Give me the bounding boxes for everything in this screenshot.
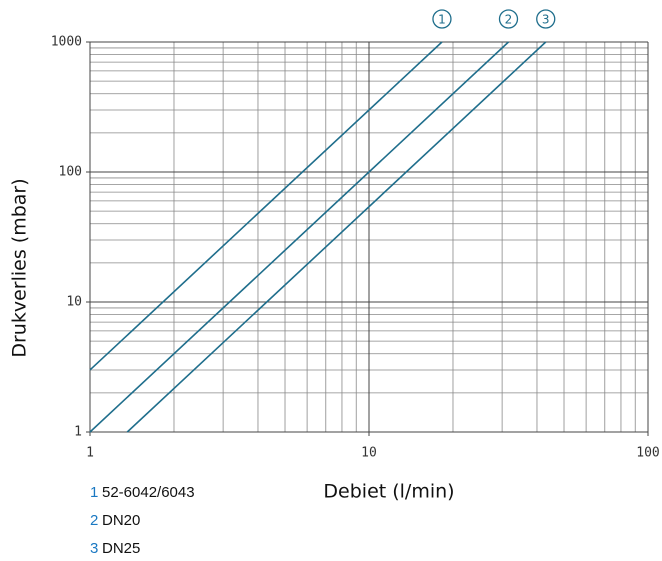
series-marker-label: 2 (505, 13, 513, 27)
y-axis-label: Drukverlies (mbar) (9, 178, 31, 357)
legend-label: 52-6042/6043 (102, 484, 195, 501)
legend-key: 1 (90, 484, 98, 501)
legend-label: DN25 (102, 540, 140, 557)
legend-key: 2 (90, 512, 98, 529)
y-tick-label: 10 (66, 295, 82, 310)
x-tick-label: 1 (86, 446, 94, 461)
series-marker-circle (498, 9, 519, 29)
series-line (89, 41, 443, 371)
legend-label: DN20 (102, 512, 140, 529)
series-marker-circle (536, 9, 556, 29)
series-marker-label: 3 (542, 13, 550, 27)
series-line (89, 41, 510, 433)
series-marker-circle (432, 9, 452, 29)
y-tick-label: 1000 (51, 35, 82, 50)
series-line (126, 41, 547, 433)
y-tick-label: 1 (74, 425, 82, 440)
series-marker-label: 1 (438, 13, 446, 27)
y-tick-label: 100 (59, 165, 82, 180)
x-tick-label: 10 (361, 446, 377, 461)
x-axis-label: Debiet (l/min) (323, 481, 454, 503)
legend-key: 3 (90, 540, 98, 557)
x-tick-label: 100 (636, 446, 659, 461)
